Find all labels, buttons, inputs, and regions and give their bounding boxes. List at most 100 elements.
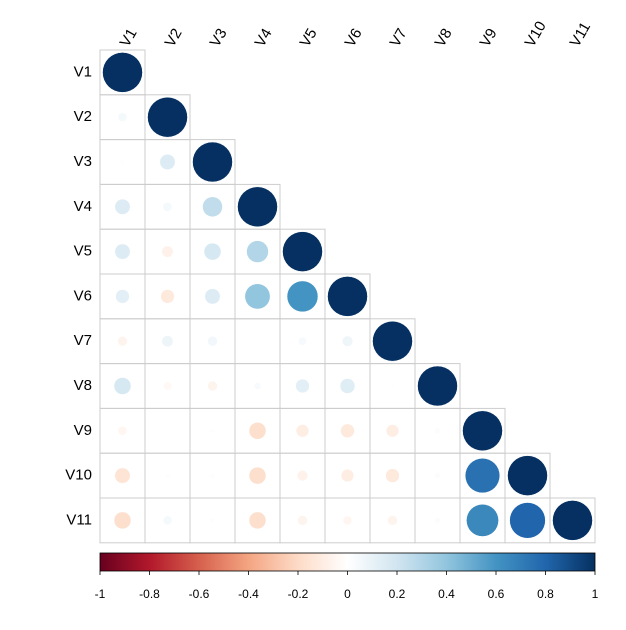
corr-circle	[327, 276, 368, 317]
colorbar	[99, 552, 596, 572]
row-label: V7	[74, 332, 92, 349]
corr-circle	[466, 504, 499, 537]
corr-circle	[390, 383, 395, 389]
row-label: V6	[74, 287, 92, 304]
row-label: V5	[74, 243, 92, 260]
cell	[144, 407, 191, 454]
corr-circle	[297, 515, 308, 526]
column-label: V7	[387, 26, 411, 50]
corr-circle	[296, 470, 309, 482]
corr-circle	[552, 500, 593, 541]
corr-circle	[207, 380, 218, 392]
corr-circle	[295, 378, 310, 394]
row-label: V8	[74, 377, 92, 394]
corr-circle	[114, 467, 131, 484]
corr-circle	[161, 245, 174, 258]
row-label: V9	[74, 422, 92, 439]
corr-circle	[253, 382, 262, 390]
colorbar-tick-label: -0.2	[288, 587, 309, 601]
corr-circle	[385, 468, 400, 483]
corr-circle	[159, 154, 176, 170]
corr-circle	[434, 427, 441, 434]
corr-circle	[298, 336, 307, 346]
corr-circle	[462, 410, 503, 452]
corr-circle	[417, 365, 458, 407]
row-label: V10	[65, 467, 92, 484]
corr-circle	[113, 511, 132, 530]
corr-circle	[102, 52, 143, 93]
corr-circle	[340, 469, 355, 483]
corr-circle	[160, 289, 175, 304]
column-label: V5	[297, 26, 321, 50]
corr-circle	[295, 424, 310, 438]
corr-circle	[385, 424, 400, 438]
colorbar-tick-label: -0.8	[139, 587, 160, 601]
corr-circle	[204, 288, 221, 305]
corr-circle	[117, 336, 128, 347]
corr-circle	[120, 159, 125, 165]
corr-circle	[339, 378, 356, 394]
corr-circle	[192, 141, 233, 183]
corr-circle	[248, 422, 267, 440]
colorbar-tick-label: 0	[344, 587, 351, 601]
row-label: V2	[74, 108, 92, 125]
corr-circle	[162, 515, 173, 526]
corr-circle	[387, 515, 398, 526]
corr-circle	[507, 455, 548, 496]
corr-circle	[342, 515, 353, 526]
corr-circle	[147, 96, 188, 138]
corr-circle	[117, 426, 128, 436]
row-label: V3	[74, 153, 92, 170]
corr-circle	[372, 320, 413, 362]
corr-circle	[286, 280, 319, 313]
colorbar-tick-label: 0.4	[438, 587, 455, 601]
corr-circle	[114, 198, 131, 215]
corr-circle	[248, 511, 267, 530]
corr-circle	[246, 240, 269, 263]
corr-circle	[161, 335, 174, 348]
corr-circle	[162, 202, 173, 212]
column-label: V11	[567, 19, 595, 50]
corr-circle	[113, 377, 132, 395]
colorbar-tick-label: 0.8	[537, 587, 554, 601]
column-label: V10	[522, 18, 550, 50]
colorbar-tick-label: 1	[592, 587, 599, 601]
colorbar-tick-label: -0.4	[238, 587, 259, 601]
corr-circle	[282, 231, 323, 272]
row-label: V1	[74, 63, 92, 80]
corr-circle	[464, 458, 501, 494]
corr-circle	[210, 518, 215, 523]
corr-circle	[165, 473, 170, 478]
column-label: V8	[432, 26, 456, 50]
corr-circle	[237, 186, 278, 228]
corr-circle	[509, 502, 546, 539]
row-label: V4	[74, 198, 92, 215]
corr-circle	[207, 336, 218, 347]
corr-circle	[114, 243, 131, 260]
cell	[234, 318, 281, 365]
corr-circle	[203, 242, 222, 261]
column-label: V3	[207, 26, 231, 50]
corr-circle	[163, 381, 172, 391]
corr-circle	[210, 473, 215, 478]
colorbar-tick-label: -0.6	[189, 587, 210, 601]
corr-circle	[248, 466, 267, 485]
corr-circle	[117, 112, 128, 122]
corr-circle	[210, 428, 215, 434]
corr-circle	[341, 335, 354, 347]
corr-circle	[202, 196, 223, 218]
column-label: V1	[117, 26, 141, 50]
corr-circle	[434, 472, 441, 479]
column-label: V4	[252, 26, 276, 50]
cell	[549, 497, 596, 544]
column-label: V9	[477, 26, 501, 50]
column-label: V6	[342, 26, 366, 50]
column-label: V2	[162, 26, 186, 50]
corr-circle	[434, 517, 441, 524]
corr-circle	[340, 423, 355, 438]
colorbar-tick-label: 0.6	[488, 587, 505, 601]
corr-circle	[244, 283, 271, 310]
row-label: V11	[66, 511, 92, 528]
colorbar-tick-label: 0.2	[389, 587, 406, 601]
